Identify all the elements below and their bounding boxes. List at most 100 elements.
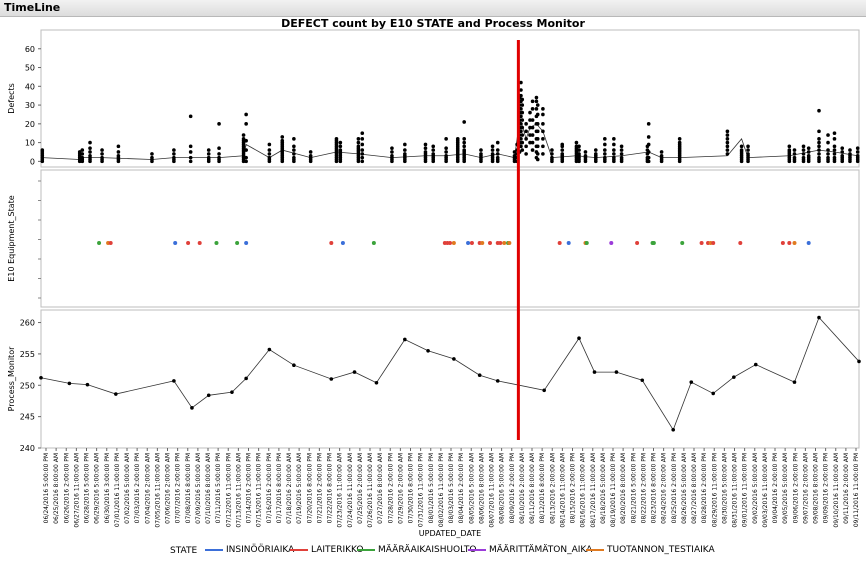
defect-point — [80, 152, 85, 156]
defect-point — [360, 155, 365, 160]
defect-point — [832, 131, 837, 136]
x-tick-label: 08/20/2016 8:00:00 AM — [620, 453, 627, 524]
defect-point — [116, 150, 121, 154]
state-event-point — [680, 241, 685, 245]
state-event-point — [498, 241, 503, 245]
defect-point — [535, 112, 540, 117]
defect-point — [840, 146, 845, 151]
defect-point — [267, 152, 272, 156]
defect-point — [217, 152, 221, 156]
defects-y-tick-label: 50 — [25, 64, 35, 73]
defect-point — [479, 152, 483, 156]
x-tick-label: 07/28/2016 2:00:00 PM — [387, 453, 394, 523]
state-event-point — [214, 241, 219, 245]
defect-point — [217, 122, 221, 126]
defects-y-axis-label: Defects — [7, 83, 16, 114]
defects-y-tick-label: 30 — [25, 101, 35, 110]
process-monitor-line — [40, 316, 860, 431]
defect-point — [612, 137, 616, 141]
process-monitor-point — [67, 381, 72, 386]
defect-point — [817, 129, 821, 134]
x-tick-label: 07/01/2016 11:00:00 PM — [114, 453, 121, 527]
process-monitor-point — [426, 348, 430, 353]
defect-point — [519, 88, 523, 92]
defect-point — [100, 155, 104, 160]
x-tick-label: 07/10/2016 8:00:00 AM — [205, 453, 212, 524]
process-monitor-point — [689, 380, 694, 384]
state-event-point — [340, 241, 345, 245]
defect-point — [550, 152, 554, 156]
x-tick-label: 07/12/2016 11:00:00 PM — [225, 453, 232, 527]
x-tick-label: 08/01/2016 5:00:00 PM — [428, 453, 435, 523]
defect-point — [593, 152, 598, 156]
process-monitor-point — [640, 378, 645, 383]
legend-item: TUOTANNON_TESTIAIKA — [586, 545, 715, 555]
x-tick-label: 08/31/2016 11:00:00 AM — [732, 453, 739, 528]
defect-point — [612, 152, 616, 156]
defect-point — [519, 122, 523, 126]
x-tick-label: 08/26/2016 5:00:00 AM — [681, 453, 688, 524]
defect-point — [495, 148, 500, 152]
process-monitor-point — [671, 428, 676, 432]
defect-point — [100, 152, 104, 156]
chart-canvas: 0 10 20 30 40 50 60 Defects E10 Equipment_State 2… — [7, 29, 861, 538]
x-tick-label: 09/08/2016 8:00:00 AM — [813, 453, 820, 524]
process-monitor-point — [329, 377, 334, 381]
defect-point — [817, 155, 821, 160]
process-monitor-point — [711, 391, 716, 396]
x-tick-label: 07/19/2016 5:00:00 AM — [296, 453, 303, 524]
x-tick-label: 09/04/2016 2:00:00 PM — [772, 453, 779, 523]
x-tick-label: 08/06/2016 8:00:00 AM — [478, 453, 485, 524]
defect-point — [560, 152, 565, 156]
defect-point — [520, 118, 525, 122]
defect-point — [172, 152, 176, 156]
defect-point — [356, 137, 361, 141]
defect-point — [817, 148, 821, 152]
defect-point — [217, 146, 221, 151]
defect-point — [541, 122, 545, 126]
x-tick-label: 08/24/2016 2:00:00 AM — [661, 453, 668, 524]
x-tick-label: 07/17/2016 8:00:00 PM — [276, 453, 283, 523]
defect-point — [530, 148, 535, 152]
defect-point — [534, 95, 539, 100]
defect-point — [188, 150, 193, 154]
defect-point — [612, 142, 616, 147]
x-tick-label: 07/14/2016 2:00:00 PM — [246, 453, 253, 523]
equipment-panel-frame — [40, 169, 860, 308]
legend-item: LAITERIKKO — [290, 545, 364, 555]
defect-point — [524, 129, 528, 134]
x-tick-label: 09/02/2016 5:00:00 AM — [752, 453, 759, 524]
defect-point — [577, 148, 581, 152]
legend-item: MÄÄRITTÄMÄTON_AIKA — [468, 545, 592, 555]
defect-point — [423, 150, 428, 154]
state-event-point — [738, 241, 743, 245]
state-event-point — [451, 241, 456, 245]
process-y-tick-label: 255 — [20, 350, 35, 359]
defect-point — [512, 153, 517, 158]
x-tick-label: 08/07/2016 11:00:00 AM — [489, 453, 496, 528]
defect-point — [801, 152, 806, 156]
x-tick-label: 08/08/2016 5:00:00 AM — [499, 453, 506, 524]
state-event-point — [557, 241, 562, 245]
process-monitor-point — [114, 392, 118, 396]
x-tick-label: 09/06/2016 2:00:00 PM — [792, 453, 799, 523]
defect-point — [541, 137, 545, 141]
defect-point — [519, 107, 523, 111]
defect-point — [530, 133, 535, 137]
defect-point — [619, 155, 624, 160]
defect-point — [603, 148, 607, 152]
defect-point — [524, 152, 528, 156]
defect-point — [116, 153, 121, 158]
x-tick-label: 07/18/2016 2:00:00 AM — [286, 453, 293, 524]
defect-point — [801, 144, 806, 149]
legend-swatch — [290, 549, 308, 551]
defect-point — [444, 153, 448, 158]
state-event-point — [480, 241, 485, 245]
defect-point — [817, 144, 821, 149]
defect-point — [603, 152, 607, 156]
defect-point — [100, 148, 104, 152]
defect-point — [360, 159, 365, 164]
process-monitor-point — [495, 379, 500, 383]
defect-point — [725, 137, 730, 141]
defect-point — [338, 140, 343, 145]
